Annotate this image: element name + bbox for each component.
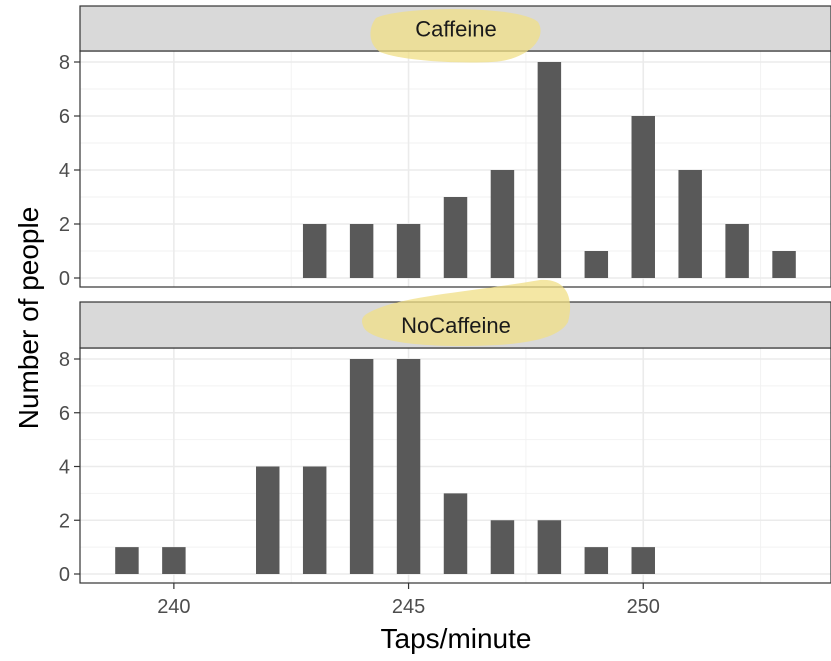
y-tick-label: 2 — [59, 510, 70, 532]
bar — [302, 466, 327, 574]
y-axis-title: Number of people — [13, 207, 44, 430]
strip-highlight-mark — [362, 279, 571, 346]
bar — [349, 359, 374, 574]
bar — [349, 224, 374, 278]
y-tick-label: 4 — [59, 160, 70, 182]
x-tick-label: 245 — [392, 596, 425, 618]
bar — [678, 170, 702, 278]
bar — [396, 359, 421, 574]
bar — [631, 116, 655, 278]
bar — [115, 547, 139, 574]
bar — [443, 197, 468, 278]
y-tick-label: 6 — [59, 106, 70, 128]
bar — [537, 62, 562, 278]
panels-layer: Caffeine 0 2 4 6 8 NoCaffeine 0 2 4 6 8 — [59, 5, 831, 586]
bar — [490, 520, 515, 574]
y-tick-label: 0 — [59, 268, 70, 290]
x-axis: 240 245 250 — [157, 583, 660, 618]
bar — [162, 547, 186, 574]
y-tick-label: 0 — [59, 564, 70, 586]
bar — [584, 547, 609, 574]
bar — [725, 224, 749, 278]
y-tick-label: 2 — [59, 214, 70, 236]
strip-label: NoCaffeine — [401, 313, 511, 338]
x-tick-label: 240 — [157, 596, 190, 618]
y-tick-label: 8 — [59, 52, 70, 74]
bar — [443, 493, 468, 574]
bar — [772, 251, 796, 278]
bar — [302, 224, 327, 278]
bar — [256, 466, 280, 574]
bar — [396, 224, 421, 278]
x-tick-label: 250 — [627, 596, 660, 618]
bar — [631, 547, 655, 574]
y-tick-label: 4 — [59, 457, 70, 479]
bar — [537, 520, 562, 574]
strip-label: Caffeine — [415, 17, 497, 42]
bar — [584, 251, 609, 278]
y-tick-label: 6 — [59, 403, 70, 425]
strip-highlight-mark — [370, 9, 541, 63]
panel-nocaffeine: NoCaffeine 0 2 4 6 8 — [59, 279, 831, 586]
panel-caffeine: Caffeine 0 2 4 6 8 — [59, 5, 831, 290]
y-tick-label: 8 — [59, 349, 70, 371]
x-axis-title: Taps/minute — [381, 623, 532, 654]
bar — [490, 170, 515, 278]
